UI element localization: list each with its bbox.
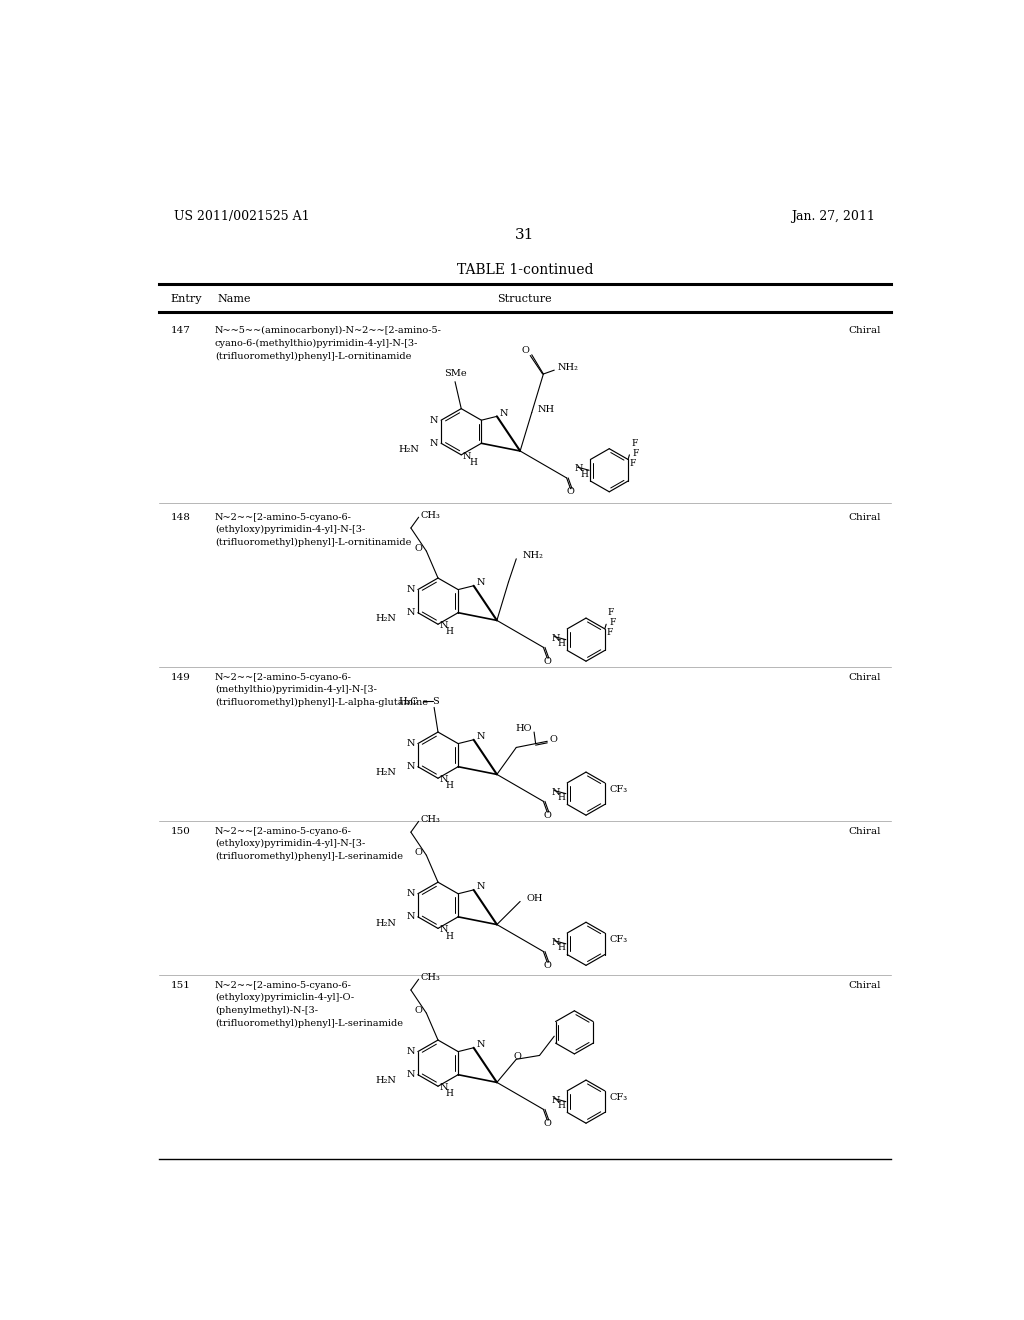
Text: O: O bbox=[566, 487, 574, 496]
Text: N: N bbox=[429, 438, 438, 447]
Text: N: N bbox=[429, 416, 438, 425]
Text: N: N bbox=[551, 1096, 560, 1105]
Text: H: H bbox=[469, 458, 477, 467]
Text: H₂N: H₂N bbox=[375, 919, 396, 928]
Text: Chiral: Chiral bbox=[849, 326, 882, 335]
Text: HO: HO bbox=[515, 723, 531, 733]
Text: O: O bbox=[544, 961, 551, 970]
Text: O: O bbox=[415, 1006, 423, 1015]
Text: N: N bbox=[407, 609, 415, 618]
Text: CH₃: CH₃ bbox=[420, 816, 440, 824]
Text: N~2~~[2-amino-5-cyano-6-
(ethyloxy)pyrimidin-4-yl]-N-[3-
(trifluoromethyl)phenyl: N~2~~[2-amino-5-cyano-6- (ethyloxy)pyrim… bbox=[215, 826, 402, 861]
Text: CH₃: CH₃ bbox=[420, 973, 440, 982]
Text: N: N bbox=[407, 912, 415, 921]
Text: N: N bbox=[407, 762, 415, 771]
Text: CH₃: CH₃ bbox=[420, 511, 440, 520]
Text: N: N bbox=[439, 1084, 449, 1092]
Text: O: O bbox=[550, 735, 557, 744]
Text: Chiral: Chiral bbox=[849, 981, 882, 990]
Text: Structure: Structure bbox=[498, 293, 552, 304]
Text: O: O bbox=[544, 657, 551, 665]
Text: 31: 31 bbox=[515, 228, 535, 243]
Text: N: N bbox=[407, 1071, 415, 1080]
Text: 151: 151 bbox=[171, 981, 190, 990]
Text: N: N bbox=[463, 451, 471, 461]
Text: S: S bbox=[432, 697, 439, 706]
Text: NH₂: NH₂ bbox=[557, 363, 579, 372]
Text: F: F bbox=[631, 438, 637, 447]
Text: CF₃: CF₃ bbox=[609, 785, 628, 795]
Text: F: F bbox=[607, 609, 614, 618]
Text: Name: Name bbox=[217, 293, 251, 304]
Text: SMe: SMe bbox=[443, 370, 466, 379]
Text: N: N bbox=[551, 788, 560, 796]
Text: H: H bbox=[557, 944, 565, 952]
Text: H: H bbox=[445, 1089, 454, 1098]
Text: H₂N: H₂N bbox=[398, 445, 420, 454]
Text: N: N bbox=[574, 465, 583, 473]
Text: H₂N: H₂N bbox=[375, 768, 396, 777]
Text: N: N bbox=[477, 578, 485, 587]
Text: N: N bbox=[551, 634, 560, 643]
Text: N~2~~[2-amino-5-cyano-6-
(ethyloxy)pyrimiclin-4-yl]-O-
(phenylmethyl)-N-[3-
(tri: N~2~~[2-amino-5-cyano-6- (ethyloxy)pyrim… bbox=[215, 981, 402, 1028]
Text: 147: 147 bbox=[171, 326, 190, 335]
Text: NH₂: NH₂ bbox=[522, 552, 544, 560]
Text: H: H bbox=[445, 627, 454, 636]
Text: N: N bbox=[477, 882, 485, 891]
Text: O: O bbox=[415, 544, 423, 553]
Text: OH: OH bbox=[526, 894, 543, 903]
Text: N: N bbox=[407, 585, 415, 594]
Text: CF₃: CF₃ bbox=[609, 936, 628, 944]
Text: O: O bbox=[514, 1052, 522, 1061]
Text: F: F bbox=[630, 459, 636, 467]
Text: H: H bbox=[557, 1101, 565, 1110]
Text: US 2011/0021525 A1: US 2011/0021525 A1 bbox=[174, 210, 310, 223]
Text: N: N bbox=[407, 739, 415, 748]
Text: O: O bbox=[415, 847, 423, 857]
Text: Jan. 27, 2011: Jan. 27, 2011 bbox=[792, 210, 876, 223]
Text: H: H bbox=[445, 932, 454, 941]
Text: NH: NH bbox=[538, 405, 555, 414]
Text: N: N bbox=[551, 937, 560, 946]
Text: N: N bbox=[477, 733, 485, 741]
Text: N~2~~[2-amino-5-cyano-6-
(ethyloxy)pyrimidin-4-yl]-N-[3-
(trifluoromethyl)phenyl: N~2~~[2-amino-5-cyano-6- (ethyloxy)pyrim… bbox=[215, 512, 412, 546]
Text: N~2~~[2-amino-5-cyano-6-
(methylthio)pyrimidin-4-yl]-N-[3-
(trifluoromethyl)phen: N~2~~[2-amino-5-cyano-6- (methylthio)pyr… bbox=[215, 673, 428, 708]
Text: 148: 148 bbox=[171, 512, 190, 521]
Text: F: F bbox=[633, 449, 639, 458]
Text: N: N bbox=[407, 1047, 415, 1056]
Text: Chiral: Chiral bbox=[849, 512, 882, 521]
Text: Entry: Entry bbox=[171, 293, 202, 304]
Text: H₂N: H₂N bbox=[375, 1076, 396, 1085]
Text: O: O bbox=[544, 810, 551, 820]
Text: H: H bbox=[557, 639, 565, 648]
Text: N: N bbox=[439, 775, 449, 784]
Text: H: H bbox=[557, 793, 565, 803]
Text: N: N bbox=[439, 622, 449, 630]
Text: 149: 149 bbox=[171, 673, 190, 681]
Text: N~~5~~(aminocarbonyl)-N~2~~[2-amino-5-
cyano-6-(methylthio)pyrimidin-4-yl]-N-[3-: N~~5~~(aminocarbonyl)-N~2~~[2-amino-5- c… bbox=[215, 326, 441, 360]
Text: O: O bbox=[521, 346, 529, 355]
Text: H: H bbox=[581, 470, 589, 479]
Text: O: O bbox=[544, 1119, 551, 1127]
Text: F: F bbox=[609, 618, 615, 627]
Text: Chiral: Chiral bbox=[849, 826, 882, 836]
Text: F: F bbox=[606, 628, 612, 638]
Text: CF₃: CF₃ bbox=[609, 1093, 628, 1102]
Text: N: N bbox=[439, 925, 449, 935]
Text: N: N bbox=[500, 409, 509, 417]
Text: N: N bbox=[477, 1040, 485, 1049]
Text: Chiral: Chiral bbox=[849, 673, 882, 681]
Text: H: H bbox=[445, 781, 454, 791]
Text: H₂N: H₂N bbox=[375, 614, 396, 623]
Text: N: N bbox=[407, 890, 415, 898]
Text: TABLE 1-continued: TABLE 1-continued bbox=[457, 263, 593, 277]
Text: H₃C: H₃C bbox=[398, 697, 419, 706]
Text: 150: 150 bbox=[171, 826, 190, 836]
